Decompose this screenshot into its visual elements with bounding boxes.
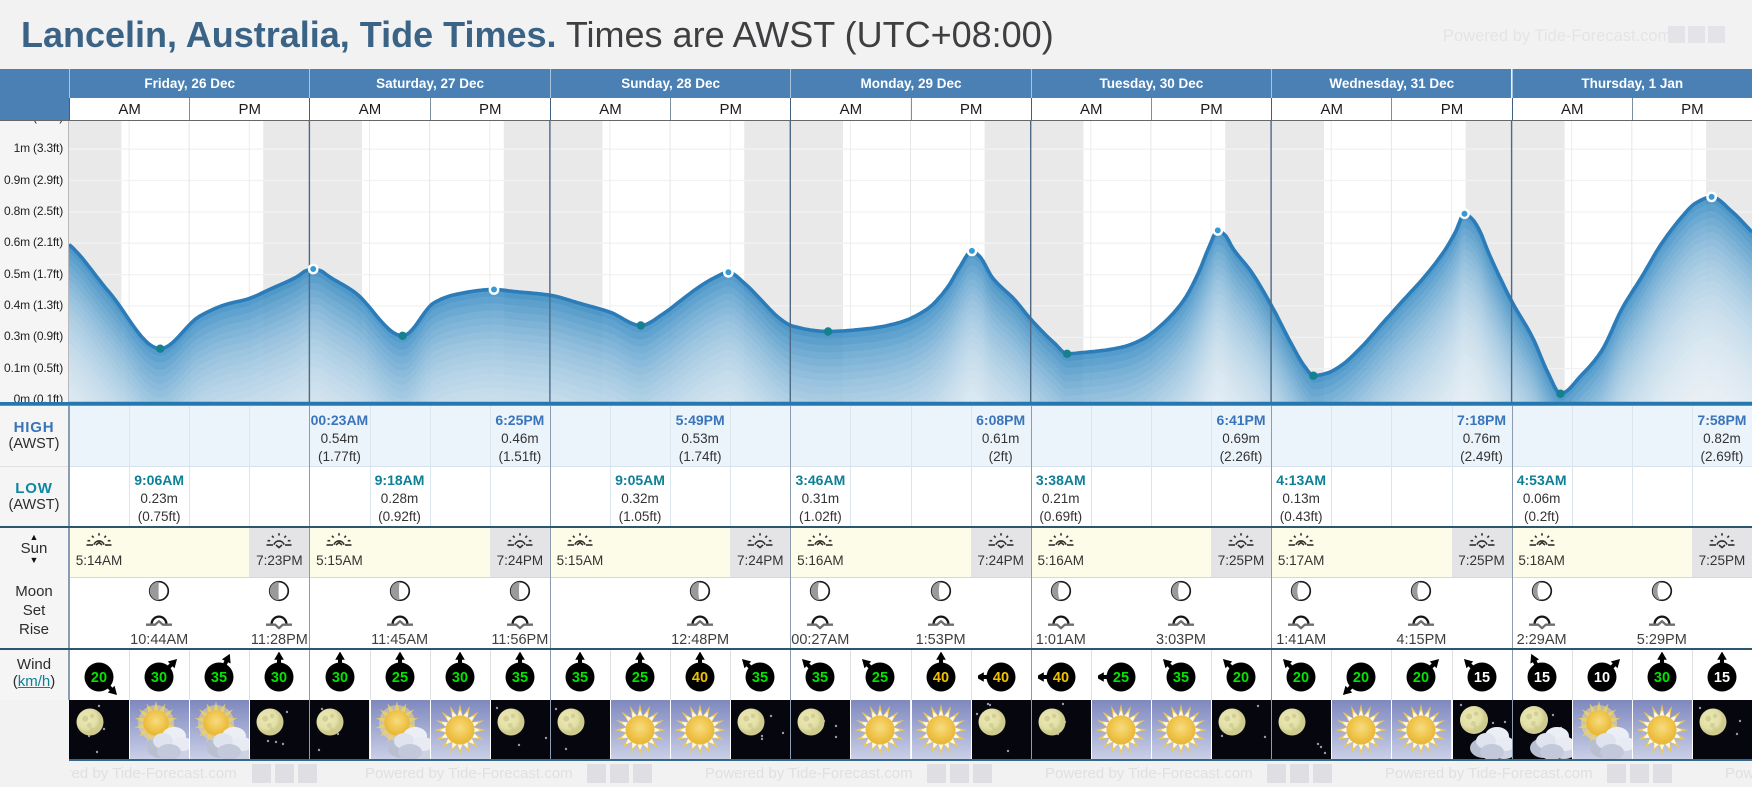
svg-text:35: 35 [1173, 670, 1189, 686]
svg-text:20: 20 [1353, 670, 1369, 686]
svg-text:10: 10 [1594, 670, 1610, 686]
svg-text:40: 40 [1053, 670, 1069, 686]
svg-text:30: 30 [452, 670, 468, 686]
svg-text:30: 30 [271, 670, 287, 686]
svg-text:15: 15 [1534, 670, 1550, 686]
svg-text:35: 35 [812, 670, 828, 686]
svg-text:25: 25 [872, 670, 888, 686]
svg-text:15: 15 [1473, 670, 1489, 686]
svg-text:35: 35 [512, 670, 528, 686]
svg-text:20: 20 [91, 670, 107, 686]
svg-text:30: 30 [1654, 670, 1670, 686]
svg-text:20: 20 [1293, 670, 1309, 686]
svg-text:35: 35 [211, 670, 227, 686]
svg-text:30: 30 [331, 670, 347, 686]
svg-text:40: 40 [933, 670, 949, 686]
svg-text:20: 20 [1233, 670, 1249, 686]
svg-text:15: 15 [1714, 670, 1730, 686]
svg-text:25: 25 [392, 670, 408, 686]
svg-text:35: 35 [752, 670, 768, 686]
svg-text:40: 40 [692, 670, 708, 686]
svg-text:25: 25 [632, 670, 648, 686]
svg-text:35: 35 [572, 670, 588, 686]
svg-text:30: 30 [151, 670, 167, 686]
svg-text:25: 25 [1113, 670, 1129, 686]
svg-text:20: 20 [1413, 670, 1429, 686]
svg-text:40: 40 [993, 670, 1009, 686]
